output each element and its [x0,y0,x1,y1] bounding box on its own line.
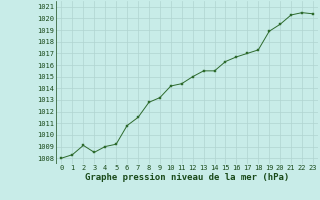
X-axis label: Graphe pression niveau de la mer (hPa): Graphe pression niveau de la mer (hPa) [85,173,289,182]
